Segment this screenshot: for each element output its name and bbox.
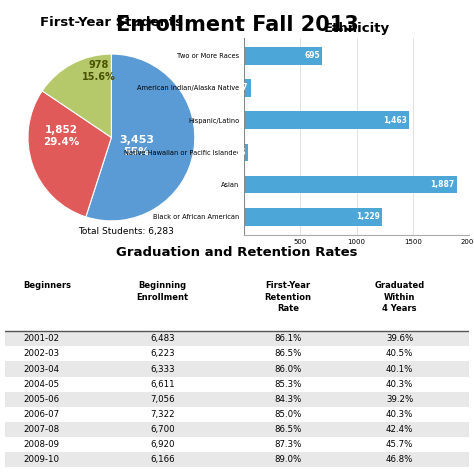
Text: 89.0%: 89.0% <box>274 455 302 464</box>
Text: First-Year
Retention
Rate: First-Year Retention Rate <box>264 281 311 313</box>
Text: Graduated
Within
4 Years: Graduated Within 4 Years <box>374 281 425 313</box>
Text: 86.5%: 86.5% <box>274 349 302 358</box>
Text: 7,322: 7,322 <box>150 410 175 419</box>
Text: 6,920: 6,920 <box>150 440 175 449</box>
Text: 40.5%: 40.5% <box>386 349 413 358</box>
Text: Graduation and Retention Rates: Graduation and Retention Rates <box>116 246 358 259</box>
Text: 85.3%: 85.3% <box>274 380 302 389</box>
Text: 86.5%: 86.5% <box>274 425 302 434</box>
Text: 40.3%: 40.3% <box>386 410 413 419</box>
Wedge shape <box>86 54 195 221</box>
Text: 84.3%: 84.3% <box>274 395 302 404</box>
FancyBboxPatch shape <box>5 331 469 346</box>
Bar <box>244 144 248 161</box>
Text: 2006-07: 2006-07 <box>23 410 59 419</box>
Text: 3,453
55%: 3,453 55% <box>119 135 154 156</box>
Text: 6,483: 6,483 <box>150 334 175 343</box>
FancyBboxPatch shape <box>5 392 469 407</box>
Text: 2008-09: 2008-09 <box>23 440 59 449</box>
Text: 2007-08: 2007-08 <box>23 425 59 434</box>
Text: 2002-03: 2002-03 <box>23 349 59 358</box>
Text: 87.3%: 87.3% <box>274 440 302 449</box>
Text: 2001-02: 2001-02 <box>23 334 59 343</box>
Text: 7,056: 7,056 <box>150 395 175 404</box>
Text: 695: 695 <box>304 51 320 60</box>
Bar <box>244 111 409 129</box>
FancyBboxPatch shape <box>5 376 469 392</box>
Text: Beginning
Enrollment: Beginning Enrollment <box>137 281 189 301</box>
Text: 2009-10: 2009-10 <box>23 455 59 464</box>
Text: 1,463: 1,463 <box>383 116 407 125</box>
Text: 6,611: 6,611 <box>150 380 175 389</box>
Text: 2003-04: 2003-04 <box>23 365 59 374</box>
FancyBboxPatch shape <box>5 422 469 437</box>
FancyBboxPatch shape <box>5 452 469 467</box>
Text: 46.8%: 46.8% <box>386 455 413 464</box>
Text: 39.6%: 39.6% <box>386 334 413 343</box>
Text: 2004-05: 2004-05 <box>23 380 59 389</box>
Wedge shape <box>42 54 111 137</box>
Text: 2005-06: 2005-06 <box>23 395 59 404</box>
Text: 6,333: 6,333 <box>150 365 175 374</box>
Text: 1,852
29.4%: 1,852 29.4% <box>43 125 80 146</box>
FancyBboxPatch shape <box>5 407 469 422</box>
Wedge shape <box>28 91 111 217</box>
Text: 36: 36 <box>236 148 246 157</box>
Text: 45.7%: 45.7% <box>386 440 413 449</box>
Legend: Indiana Residents, Out-of-state, International: Indiana Residents, Out-of-state, Interna… <box>244 143 327 175</box>
FancyBboxPatch shape <box>5 346 469 362</box>
Title: First-Year Students: First-Year Students <box>40 16 183 29</box>
FancyBboxPatch shape <box>5 437 469 452</box>
Bar <box>244 79 251 97</box>
Bar <box>244 47 322 64</box>
Text: 1,887: 1,887 <box>430 180 454 189</box>
Text: Enrollment Fall 2013: Enrollment Fall 2013 <box>116 15 358 35</box>
Text: 6,223: 6,223 <box>150 349 175 358</box>
Text: 1,229: 1,229 <box>356 212 380 221</box>
Text: Beginners: Beginners <box>23 281 71 290</box>
Text: 42.4%: 42.4% <box>386 425 413 434</box>
Text: 6,700: 6,700 <box>150 425 175 434</box>
Text: 57: 57 <box>238 83 248 92</box>
Text: 978
15.6%: 978 15.6% <box>82 60 116 82</box>
Text: 86.0%: 86.0% <box>274 365 302 374</box>
Text: 6,166: 6,166 <box>150 455 175 464</box>
Text: 85.0%: 85.0% <box>274 410 302 419</box>
FancyBboxPatch shape <box>5 362 469 376</box>
Text: 86.1%: 86.1% <box>274 334 302 343</box>
Text: 40.1%: 40.1% <box>386 365 413 374</box>
Text: 39.2%: 39.2% <box>386 395 413 404</box>
Title: Ethnicity: Ethnicity <box>324 22 390 36</box>
Text: Total Students: 6,283: Total Students: 6,283 <box>78 227 173 236</box>
Bar <box>244 208 383 226</box>
Text: 40.3%: 40.3% <box>386 380 413 389</box>
Bar <box>244 176 456 193</box>
